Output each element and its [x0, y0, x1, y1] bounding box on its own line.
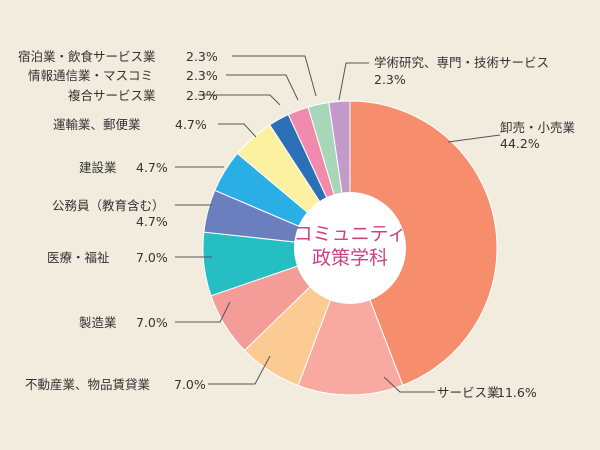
slice-value-label-0: 44.2% — [500, 136, 540, 151]
center-title-line-2: 政策学科 — [312, 247, 388, 269]
leader-line-7 — [218, 123, 257, 138]
slice-value-label-1: 11.6% — [497, 385, 537, 400]
pie-slice-0 — [349, 100, 498, 386]
slice-label-9: 情報通信業・マスコミ — [28, 68, 153, 83]
slice-label-0: 卸売・小売業 — [500, 120, 576, 135]
donut-hole — [294, 192, 406, 304]
slice-label-8: 複合サービス業 — [68, 88, 156, 103]
leader-line-8 — [198, 94, 281, 106]
slice-value-label-11: 2.3% — [374, 72, 406, 87]
center-title-line-1: コミュニティ — [294, 223, 407, 245]
slice-value-label-3: 7.0% — [136, 315, 168, 330]
slice-value-label-7: 4.7% — [175, 117, 207, 132]
slice-label-2: 不動産業、物品賃貸業 — [25, 377, 151, 392]
slice-value-label-2: 7.0% — [174, 377, 206, 392]
leader-line-0 — [447, 134, 501, 143]
slice-label-6: 建設業 — [79, 160, 117, 175]
slice-label-10: 宿泊業・飲食サービス業 — [18, 49, 156, 64]
slice-label-4: 医療・福祉 — [47, 250, 110, 265]
pie-slice-1 — [297, 246, 404, 396]
slice-value-label-4: 7.0% — [136, 250, 168, 265]
leader-line-9 — [226, 74, 299, 101]
slice-label-7: 運輸業、郵便業 — [53, 117, 141, 132]
leader-line-1 — [383, 376, 435, 393]
leader-line-11 — [338, 62, 369, 101]
leader-line-10 — [232, 55, 317, 97]
slice-label-11: 学術研究、専門・技術サービス — [374, 55, 549, 70]
slice-label-1: サービス業 — [437, 385, 500, 400]
leader-line-3 — [175, 301, 231, 323]
slice-value-label-6: 4.7% — [136, 160, 168, 175]
leader-line-2 — [208, 355, 271, 385]
slice-value-label-8: 2.3% — [186, 88, 218, 103]
slice-value-label-9: 2.3% — [186, 68, 218, 83]
slice-value-label-5: 4.7% — [136, 214, 168, 229]
slice-value-label-10: 2.3% — [186, 49, 218, 64]
slice-label-5: 公務員（教育含む） — [52, 198, 165, 213]
slice-label-3: 製造業 — [79, 315, 117, 330]
